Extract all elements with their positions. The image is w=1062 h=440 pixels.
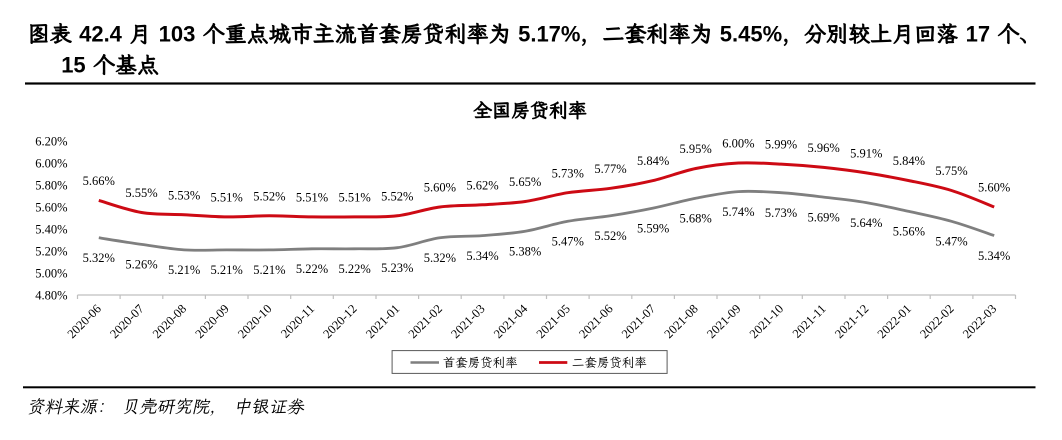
svg-text:5.60%: 5.60%	[978, 181, 1010, 195]
svg-text:5.47%: 5.47%	[935, 235, 967, 249]
svg-text:5.52%: 5.52%	[381, 189, 413, 203]
svg-text:5.21%: 5.21%	[168, 263, 200, 277]
svg-text:5.38%: 5.38%	[509, 245, 541, 259]
svg-text:5.32%: 5.32%	[83, 251, 115, 265]
svg-text:5.66%: 5.66%	[83, 174, 115, 188]
svg-text:5.51%: 5.51%	[296, 191, 328, 205]
svg-text:42.4: 42.4	[79, 22, 123, 47]
svg-text:5.68%: 5.68%	[680, 212, 712, 226]
svg-text:17: 17	[966, 22, 990, 47]
svg-text:5.56%: 5.56%	[893, 225, 925, 239]
svg-text:5.69%: 5.69%	[807, 210, 839, 224]
svg-text:6.00%: 6.00%	[35, 156, 67, 170]
svg-text:5.53%: 5.53%	[168, 188, 200, 202]
svg-text:5.73%: 5.73%	[765, 206, 797, 220]
svg-text:5.60%: 5.60%	[424, 181, 456, 195]
svg-text:5.40%: 5.40%	[35, 222, 67, 236]
svg-text:5.74%: 5.74%	[722, 205, 754, 219]
svg-text:5.00%: 5.00%	[35, 266, 67, 280]
svg-text:5.62%: 5.62%	[466, 178, 498, 192]
svg-text:5.65%: 5.65%	[509, 175, 541, 189]
svg-text:5.80%: 5.80%	[35, 178, 67, 192]
svg-text:5.21%: 5.21%	[211, 263, 243, 277]
svg-text:5.21%: 5.21%	[253, 263, 285, 277]
svg-text:5.73%: 5.73%	[552, 166, 584, 180]
svg-text:5.77%: 5.77%	[594, 162, 626, 176]
svg-text:5.26%: 5.26%	[125, 258, 157, 272]
svg-text:5.64%: 5.64%	[850, 216, 882, 230]
svg-text:5.20%: 5.20%	[35, 244, 67, 258]
svg-text:5.23%: 5.23%	[381, 261, 413, 275]
svg-text:5.51%: 5.51%	[211, 191, 243, 205]
svg-text:5.84%: 5.84%	[637, 154, 669, 168]
svg-text:5.95%: 5.95%	[680, 142, 712, 156]
svg-text:103: 103	[159, 22, 196, 47]
svg-text:5.59%: 5.59%	[637, 221, 669, 235]
svg-text:5.91%: 5.91%	[850, 147, 882, 161]
svg-text:5.99%: 5.99%	[765, 138, 797, 152]
svg-text:4.80%: 4.80%	[35, 288, 67, 302]
svg-text:5.55%: 5.55%	[125, 186, 157, 200]
svg-text:5.45%: 5.45%	[720, 22, 782, 47]
svg-text:5.34%: 5.34%	[978, 249, 1010, 263]
svg-text:5.60%: 5.60%	[35, 200, 67, 214]
svg-text:5.34%: 5.34%	[466, 249, 498, 263]
svg-text:5.75%: 5.75%	[935, 164, 967, 178]
svg-text:5.17%: 5.17%	[518, 22, 580, 47]
svg-text:5.22%: 5.22%	[338, 262, 370, 276]
svg-text:5.32%: 5.32%	[424, 251, 456, 265]
svg-text:5.52%: 5.52%	[253, 189, 285, 203]
svg-text:6.20%: 6.20%	[35, 134, 67, 148]
svg-text:5.52%: 5.52%	[594, 229, 626, 243]
svg-text:5.47%: 5.47%	[552, 235, 584, 249]
svg-text:6.00%: 6.00%	[722, 137, 754, 151]
svg-text:5.51%: 5.51%	[338, 191, 370, 205]
svg-text:5.84%: 5.84%	[893, 154, 925, 168]
svg-text:5.96%: 5.96%	[807, 141, 839, 155]
svg-text:15: 15	[61, 53, 85, 78]
svg-text:5.22%: 5.22%	[296, 262, 328, 276]
